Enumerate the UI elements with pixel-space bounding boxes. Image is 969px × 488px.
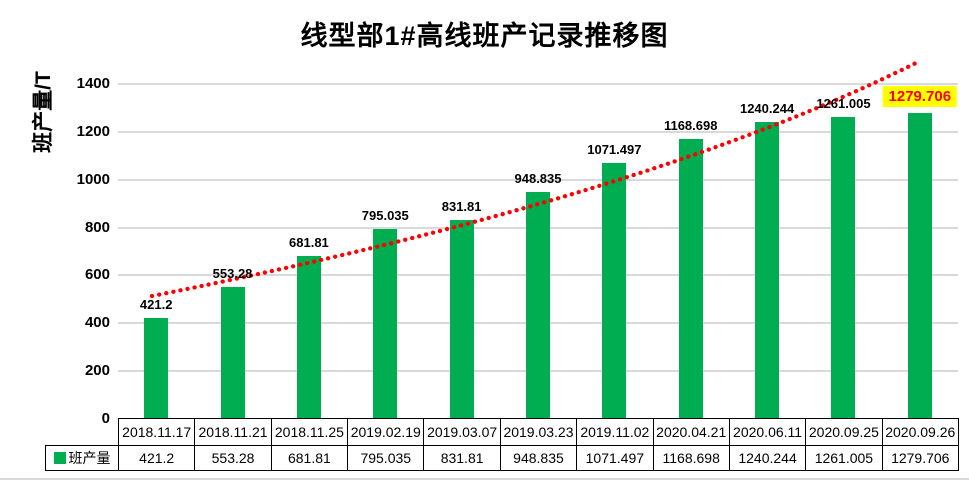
y-tick-label: 200 — [84, 362, 110, 380]
value-cell: 421.2 — [117, 445, 196, 471]
bar — [755, 122, 780, 419]
bar-label: 421.2 — [139, 297, 173, 313]
table-value-row: 班产量 421.2 553.28 681.81 795.035 831.81 948.835… — [45, 445, 959, 471]
value-cell: 681.81 — [270, 445, 349, 471]
bar — [449, 219, 474, 419]
date-cell: 2020.09.26 — [881, 418, 959, 446]
date-cell: 2020.09.25 — [805, 418, 883, 446]
bar — [602, 162, 627, 419]
bar-label: 1168.698 — [663, 118, 718, 134]
bar — [144, 318, 169, 419]
value-cell: 948.835 — [499, 445, 578, 471]
bar — [296, 255, 321, 419]
value-cell: 1071.497 — [576, 445, 654, 471]
bar — [831, 117, 856, 419]
date-cell: 2019.03.23 — [499, 418, 578, 446]
value-cell: 831.81 — [423, 445, 501, 471]
table-date-row: 2018.11.17 2018.11.21 2018.11.25 2019.02.19… — [46, 418, 959, 446]
value-cell: 1279.706 — [881, 445, 959, 471]
value-cell: 1261.005 — [805, 445, 883, 471]
y-tick-label: 1400 — [76, 75, 110, 92]
bar-label-highlighted: 1279.706 — [882, 85, 958, 107]
date-cell: 2018.11.25 — [270, 418, 349, 446]
date-cell: 2019.11.02 — [576, 418, 654, 446]
chart-title: 线型部1#高线班产记录推移图 — [300, 21, 669, 51]
bar-label: 1240.244 — [739, 101, 795, 117]
bar-label: 795.035 — [361, 207, 409, 223]
y-tick-label: 800 — [84, 218, 110, 236]
legend-label: 班产量 — [68, 450, 111, 466]
date-cell: 2018.11.17 — [117, 418, 196, 446]
value-cell: 1168.698 — [652, 445, 730, 471]
bar — [907, 112, 932, 419]
data-table: 2018.11.17 2018.11.21 2018.11.25 2019.02.19… — [45, 418, 959, 471]
date-cell: 2018.11.21 — [194, 418, 272, 446]
y-tick-label: 1200 — [76, 122, 110, 140]
bar — [526, 191, 550, 419]
bar-label: 1071.497 — [587, 141, 642, 157]
y-tick-label: 0 — [101, 410, 110, 427]
bar — [678, 139, 703, 419]
table-blank-cell — [46, 419, 119, 446]
legend-cell: 班产量 — [45, 445, 119, 471]
date-cell: 2019.02.19 — [347, 418, 425, 446]
value-cell: 553.28 — [194, 445, 272, 471]
bar-label: 681.81 — [289, 234, 329, 250]
bar-label: 1261.005 — [816, 96, 871, 112]
bar-label: 948.835 — [514, 170, 562, 186]
date-cell: 2020.06.11 — [728, 418, 807, 446]
bar — [220, 286, 245, 419]
y-tick-label: 400 — [84, 314, 110, 332]
value-cell: 1240.244 — [728, 445, 807, 471]
gridline — [118, 83, 958, 85]
date-cell: 2020.04.21 — [652, 418, 730, 446]
value-cell: 795.035 — [347, 445, 425, 471]
legend-swatch-icon — [53, 452, 66, 464]
date-cell: 2019.03.07 — [423, 418, 501, 446]
bar-label: 831.81 — [441, 198, 482, 214]
y-tick-label: 1000 — [76, 170, 110, 188]
bar — [373, 228, 398, 419]
y-tick-label: 600 — [84, 266, 110, 284]
bar-label: 553.28 — [212, 265, 253, 281]
chart-bottom-border — [0, 478, 969, 480]
